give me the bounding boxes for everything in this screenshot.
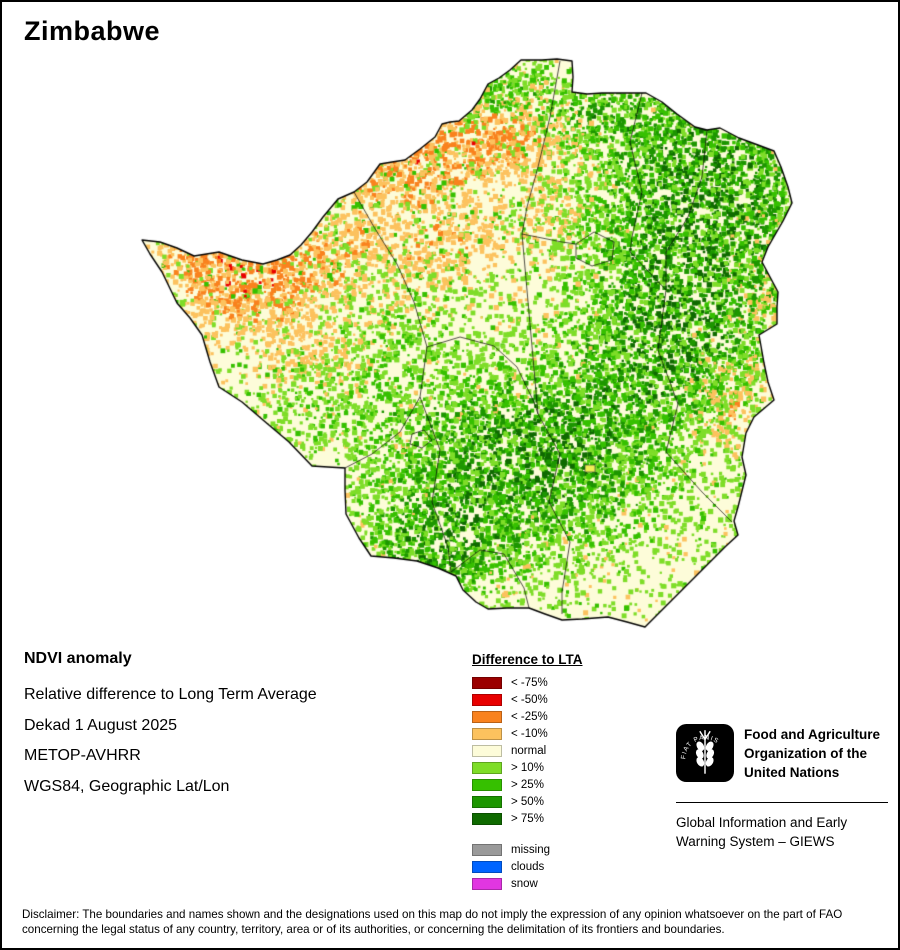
legend-item: < -25% <box>472 708 583 725</box>
legend-label: snow <box>511 877 538 890</box>
legend-item: > 75% <box>472 810 583 827</box>
legend-label: > 25% <box>511 778 544 791</box>
info-lines: Relative difference to Long Term Average… <box>24 680 444 802</box>
legend: Difference to LTA < -75% < -50% < -25% < -1… <box>472 652 583 892</box>
legend-item: > 25% <box>472 776 583 793</box>
fao-org-name-line: United Nations <box>744 765 840 780</box>
legend-swatch <box>472 812 502 825</box>
legend-label: < -25% <box>511 710 548 723</box>
divider <box>676 802 888 803</box>
legend-item: > 50% <box>472 793 583 810</box>
disclaimer-text: Disclaimer: The boundaries and names sho… <box>22 908 843 936</box>
fao-block: FIAT PANIS Food and Agriculture Organizat… <box>676 724 888 851</box>
legend-swatch <box>472 693 502 706</box>
legend-label: < -50% <box>511 693 548 706</box>
legend-swatch <box>472 877 502 890</box>
legend-label: < -10% <box>511 727 548 740</box>
info-line: Relative difference to Long Term Average <box>24 686 317 703</box>
legend-item: < -75% <box>472 674 583 691</box>
fao-org-name-line: Organization of the <box>744 746 867 761</box>
legend-item: clouds <box>472 858 583 875</box>
legend-item-list: < -75% < -50% < -25% < -10% normal > 10% > 25%… <box>472 674 583 827</box>
legend-label: clouds <box>511 860 545 873</box>
legend-swatch <box>472 744 502 757</box>
map-info-block: NDVI anomaly Relative difference to Long… <box>24 650 444 802</box>
legend-swatch <box>472 676 502 689</box>
fao-org-name-line: Food and Agriculture <box>744 727 880 742</box>
legend-swatch <box>472 843 502 856</box>
legend-item: normal <box>472 742 583 759</box>
legend-item: < -50% <box>472 691 583 708</box>
page-title: Zimbabwe <box>24 16 161 46</box>
giews-text: Global Information and Early Warning Sys… <box>676 815 848 849</box>
legend-item: missing <box>472 841 583 858</box>
legend-label: > 10% <box>511 761 544 774</box>
info-line: Dekad 1 August 2025 <box>24 716 178 734</box>
legend-label: > 50% <box>511 795 544 808</box>
info-line: METOP-AVHRR <box>24 747 141 764</box>
legend-label: missing <box>511 843 550 856</box>
fao-org-name: Food and Agriculture Organization of the U… <box>744 724 880 782</box>
legend-label: > 75% <box>511 812 544 825</box>
fao-logo: FIAT PANIS <box>676 724 734 782</box>
legend-swatch <box>472 778 502 791</box>
legend-item: < -10% <box>472 725 583 742</box>
legend-title: Difference to LTA <box>472 652 583 667</box>
info-line: WGS84, Geographic Lat/Lon <box>24 777 230 795</box>
legend-swatch <box>472 795 502 808</box>
legend-item: > 10% <box>472 759 583 776</box>
legend-swatch <box>472 761 502 774</box>
legend-swatch <box>472 860 502 873</box>
legend-swatch <box>472 727 502 740</box>
fao-logo-icon: FIAT PANIS <box>676 724 734 782</box>
legend-label: < -75% <box>511 676 548 689</box>
wheat-icon <box>695 730 715 774</box>
legend-label: normal <box>511 744 547 757</box>
legend-swatch <box>472 710 502 723</box>
legend-extra-list: missing clouds snow <box>472 841 583 892</box>
legend-item: snow <box>472 875 583 892</box>
info-heading: NDVI anomaly <box>24 650 132 667</box>
